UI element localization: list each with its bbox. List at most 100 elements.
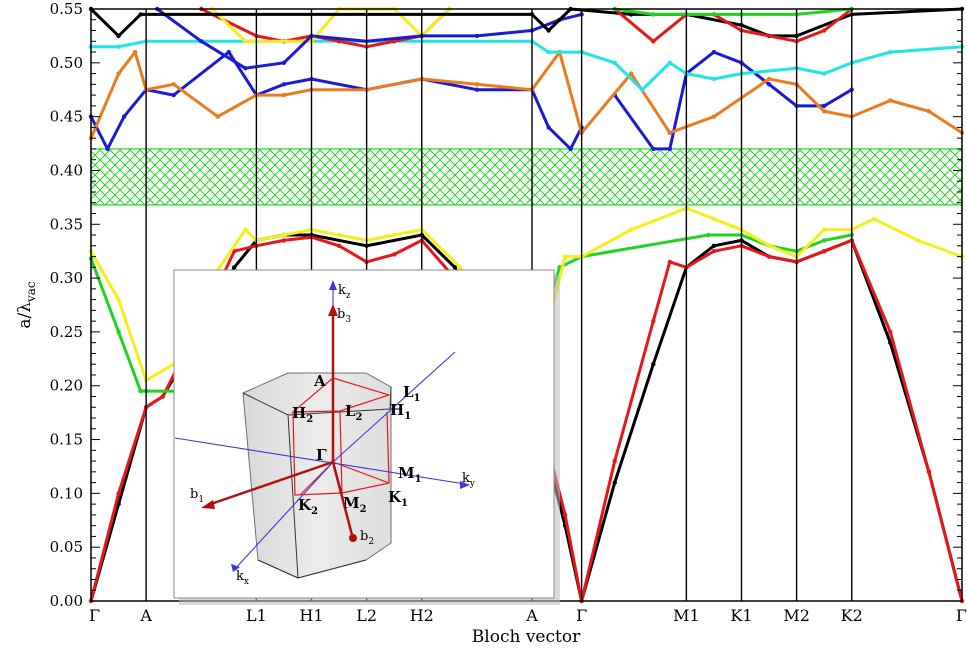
x-axis-labels: Γ A L1 H1 L2 H2 A Γ M1 K1 M2 K2 Γ bbox=[89, 606, 967, 625]
band-point-6-23 bbox=[926, 109, 932, 114]
kx-arrowhead bbox=[231, 564, 240, 572]
band-point-1-7 bbox=[281, 238, 287, 243]
band-point-4-2 bbox=[121, 114, 127, 119]
b3-arrowhead bbox=[328, 304, 338, 316]
band-point-4-5 bbox=[226, 49, 231, 55]
band-point-10-1 bbox=[199, 39, 204, 44]
band-point-3-7 bbox=[281, 232, 287, 238]
band-point-6-4 bbox=[171, 82, 176, 87]
band-point-6-5 bbox=[215, 114, 220, 119]
band-point-3-21 bbox=[711, 216, 717, 222]
y-tick-label-11: 0.55 bbox=[50, 0, 83, 18]
band-point-3-5 bbox=[243, 227, 248, 232]
band-point-7-1 bbox=[116, 44, 121, 49]
kz-arrowhead bbox=[329, 280, 337, 290]
k-label-8: M1 bbox=[673, 606, 700, 625]
band-point-3-13 bbox=[458, 265, 463, 270]
band-point-3-25 bbox=[822, 227, 827, 232]
band-point-1-9 bbox=[336, 243, 342, 248]
band-point-0-27 bbox=[888, 340, 893, 345]
ky-arrowhead bbox=[460, 481, 470, 489]
k-label-1: A bbox=[139, 606, 152, 625]
y-tick-label-1: 0.05 bbox=[50, 538, 83, 556]
band-point-12-6 bbox=[822, 28, 827, 33]
y-tick-label-7: 0.35 bbox=[50, 215, 83, 233]
band-point-0-21 bbox=[711, 243, 717, 248]
band-line-4 bbox=[89, 50, 583, 151]
prism-vertical-front bbox=[287, 414, 299, 579]
band-point-1-3 bbox=[160, 394, 165, 399]
band-point-1-20 bbox=[612, 458, 617, 464]
band-point-1-30 bbox=[888, 329, 893, 335]
band-point-13-1 bbox=[651, 12, 656, 17]
band-point-1-1 bbox=[116, 491, 121, 496]
band-point-1-21 bbox=[651, 318, 656, 324]
band-point-3-27 bbox=[871, 216, 876, 222]
band-point-4-14 bbox=[568, 146, 573, 152]
y-tick-label-5: 0.25 bbox=[50, 323, 83, 341]
band-point-7-6 bbox=[612, 60, 617, 65]
band-point-0-19 bbox=[651, 362, 656, 367]
band-point-3-17 bbox=[562, 254, 568, 259]
band-point-11-6 bbox=[629, 12, 634, 17]
band-point-0-11 bbox=[452, 265, 457, 270]
point-L1: L1 bbox=[403, 383, 421, 404]
y-tick-label-8: 0.40 bbox=[50, 161, 83, 179]
band-point-12-1 bbox=[651, 39, 656, 44]
k-label-10: M2 bbox=[783, 606, 810, 625]
prism-bottom-back bbox=[257, 559, 367, 579]
band-point-10-3 bbox=[281, 60, 287, 65]
y-axis-label-main: a/λ bbox=[15, 302, 35, 329]
reciprocal-vectors bbox=[207, 310, 354, 536]
band-point-4-11 bbox=[474, 87, 480, 92]
band-point-6-2 bbox=[132, 49, 138, 55]
kx-label: kx bbox=[236, 569, 249, 587]
k-label-11: K2 bbox=[841, 606, 863, 625]
band-point-6-18 bbox=[766, 76, 772, 82]
y-tick-label-0: 0.00 bbox=[50, 592, 83, 610]
y-axis-ticks: 0.00 0.05 0.10 0.15 0.20 0.25 0.30 0.35 0.40 0.45… bbox=[50, 0, 962, 610]
band-point-6-11 bbox=[474, 82, 480, 87]
point-L2: L2 bbox=[345, 402, 363, 423]
y-tick-label-2: 0.10 bbox=[50, 484, 83, 502]
band-point-3-11 bbox=[392, 232, 397, 238]
band-point-6-7 bbox=[281, 92, 287, 98]
band-point-6-20 bbox=[822, 109, 827, 114]
band-point-4-7 bbox=[281, 82, 287, 87]
k-label-3: H1 bbox=[299, 606, 323, 625]
band-point-11-4 bbox=[546, 28, 551, 33]
band-point-9-1 bbox=[243, 39, 248, 44]
band-point-2-8 bbox=[706, 232, 711, 238]
band-point-10-7 bbox=[474, 33, 480, 39]
point-M1: M1 bbox=[398, 464, 422, 485]
band-point-1-22 bbox=[667, 259, 672, 265]
band-point-5-2 bbox=[667, 146, 672, 152]
band-gap bbox=[90, 148, 963, 206]
band-point-1-11 bbox=[392, 252, 397, 257]
band-point-1-31 bbox=[926, 469, 932, 474]
point-M2: M2 bbox=[343, 494, 367, 515]
band-point-11-1 bbox=[116, 33, 121, 39]
band-point-6-22 bbox=[888, 98, 893, 103]
ky-label: ky bbox=[462, 471, 476, 489]
band-point-7-7 bbox=[640, 87, 645, 92]
y-tick-label-10: 0.50 bbox=[50, 54, 83, 72]
band-point-2-1 bbox=[116, 329, 121, 335]
y-axis-label: a/λvac bbox=[15, 281, 38, 329]
band-point-2-12 bbox=[822, 238, 827, 243]
band-point-6-1 bbox=[116, 71, 121, 76]
band-point-1-26 bbox=[766, 254, 772, 259]
k-label-12: Γ bbox=[956, 606, 967, 625]
band-point-10-2 bbox=[243, 66, 248, 71]
band-point-6-16 bbox=[667, 130, 672, 135]
band-point-3-23 bbox=[766, 243, 772, 248]
band-point-11-2 bbox=[138, 12, 143, 17]
band-point-7-10 bbox=[711, 76, 717, 82]
band-point-0-5 bbox=[232, 265, 237, 270]
band-point-1-24 bbox=[711, 249, 717, 254]
brillouin-zone-inset: kz ky kx b3 b1 b2 Γ A H2 L2 H1 L1 M1 K1 … bbox=[173, 269, 560, 605]
b1-label: b1 bbox=[190, 487, 204, 505]
b2-label: b2 bbox=[360, 529, 374, 547]
band-point-7-8 bbox=[667, 60, 672, 65]
